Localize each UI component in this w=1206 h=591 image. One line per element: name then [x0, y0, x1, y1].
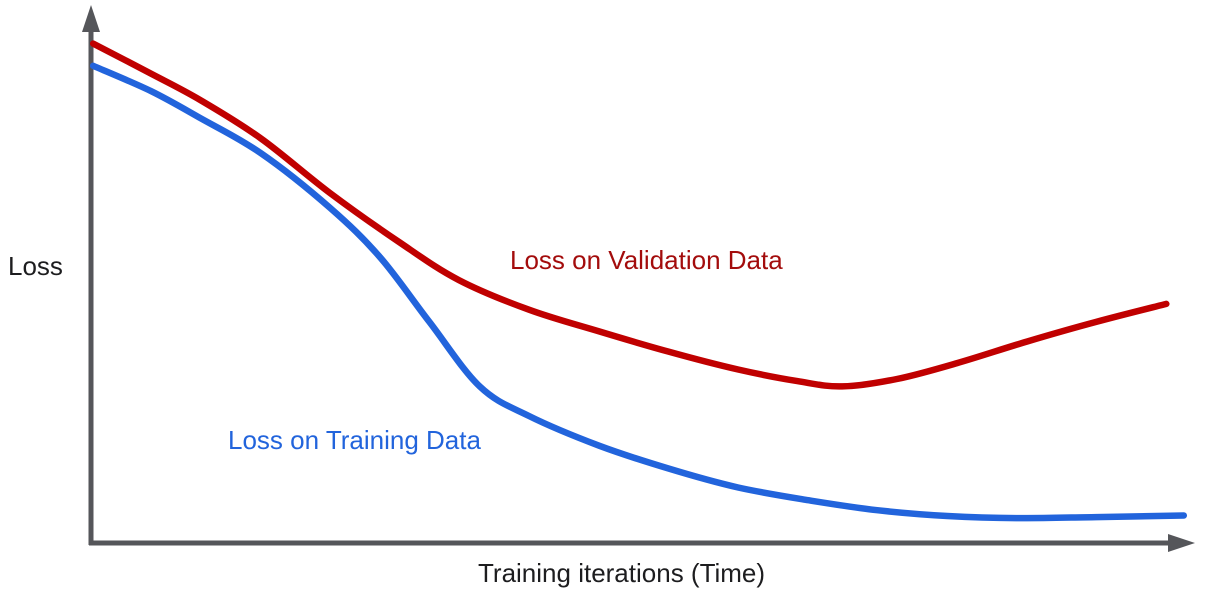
y-axis-label: Loss [8, 251, 63, 281]
validation-series-label: Loss on Validation Data [510, 245, 783, 275]
validation-loss-curve [89, 40, 1170, 390]
x-axis-arrow-icon [1168, 534, 1195, 552]
x-axis-label: Training iterations (Time) [478, 558, 766, 588]
training-loss-curve [89, 62, 1188, 522]
y-axis-arrow-icon [82, 5, 100, 32]
training-series-label: Loss on Training Data [228, 425, 481, 455]
